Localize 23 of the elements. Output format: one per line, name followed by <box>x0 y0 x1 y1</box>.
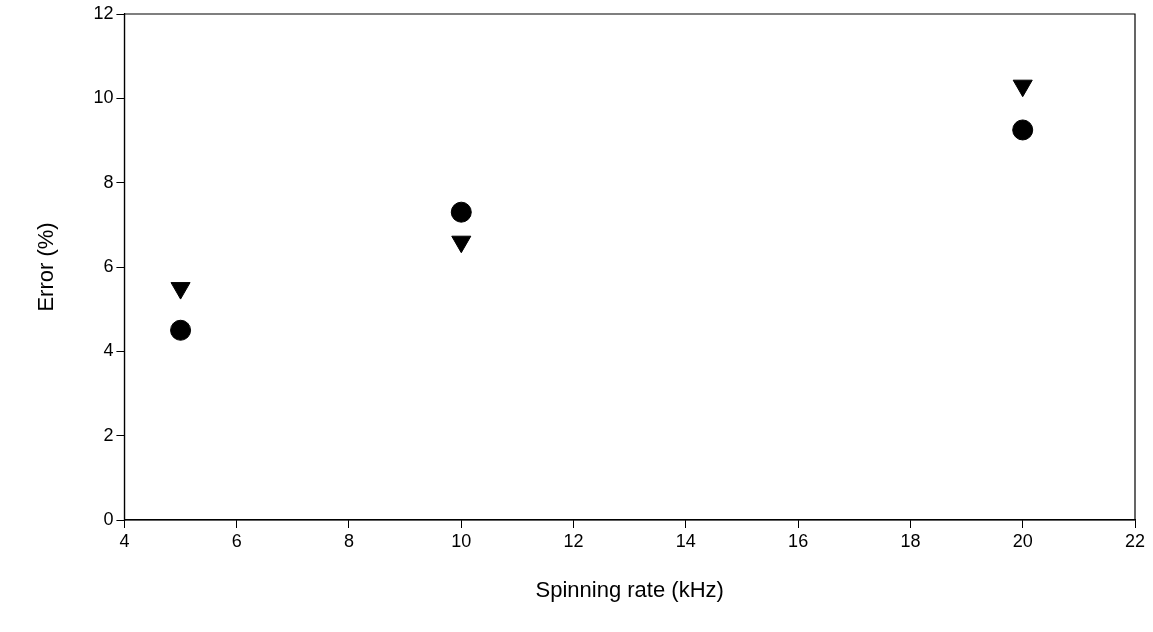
x-tick-label: 10 <box>451 530 472 551</box>
x-tick-label: 8 <box>343 530 354 551</box>
y-tick-label: 8 <box>103 171 114 192</box>
point <box>451 235 472 254</box>
x-tick-label: 16 <box>788 530 809 551</box>
y-tick-label: 0 <box>103 508 114 529</box>
x-axis-title: Spinning rate (kHz) <box>535 576 724 602</box>
x-tick-label: 20 <box>1012 530 1033 551</box>
x-tick-label: 12 <box>563 530 584 551</box>
point <box>170 319 192 341</box>
x-tick-label: 6 <box>231 530 242 551</box>
y-axis-title: Error (%) <box>33 222 59 312</box>
x-tick-label: 4 <box>119 530 130 551</box>
x-tick-label: 22 <box>1124 530 1146 551</box>
point <box>1012 79 1033 98</box>
x-tick-label: 18 <box>900 530 921 551</box>
y-tick-label: 6 <box>103 255 114 276</box>
y-tick-label: 4 <box>103 340 114 361</box>
point <box>450 201 472 223</box>
y-tick-label: 12 <box>93 2 114 23</box>
y-tick-label: 10 <box>93 87 114 108</box>
x-tick-label: 14 <box>675 530 696 551</box>
y-tick-label: 2 <box>103 424 114 445</box>
